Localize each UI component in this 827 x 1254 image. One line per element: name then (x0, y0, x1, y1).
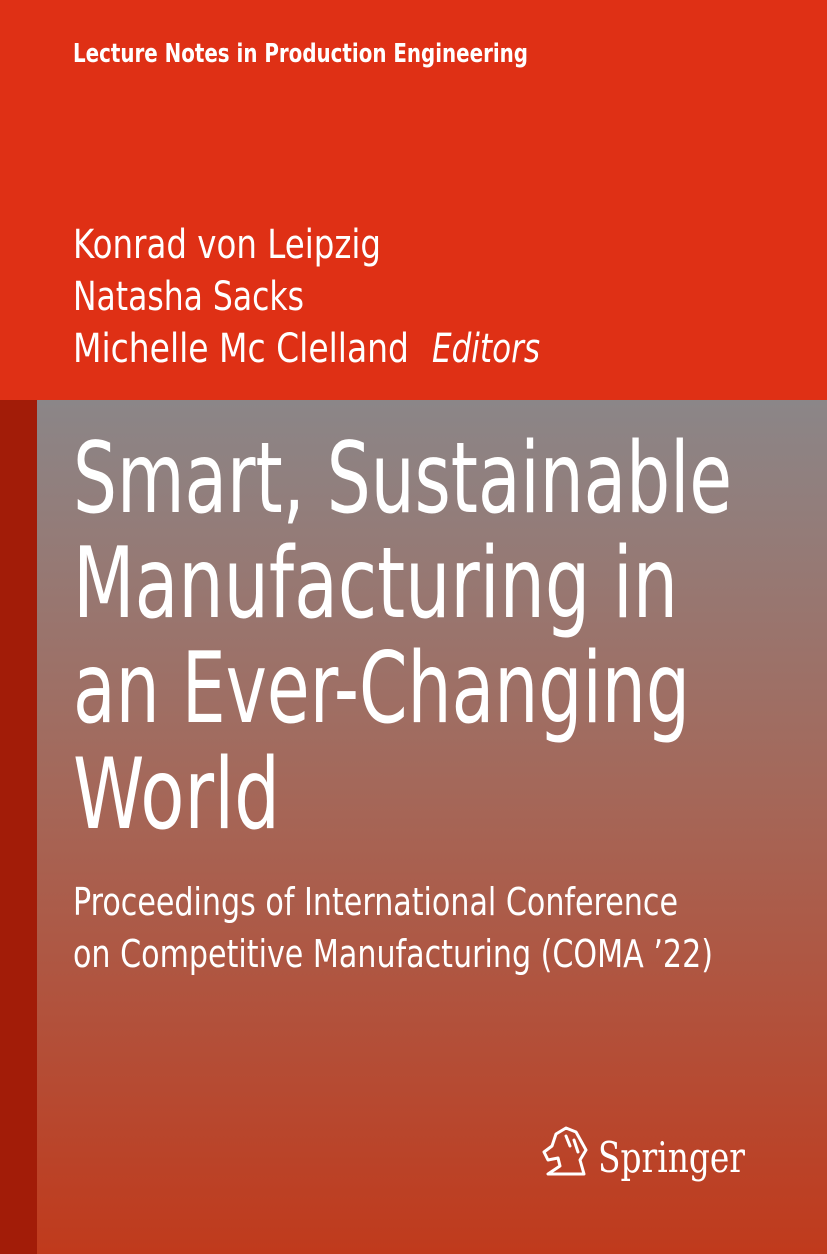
horse-mane (564, 1134, 580, 1154)
main-panel (0, 400, 827, 1254)
title-line: World (73, 738, 280, 852)
top-band (0, 0, 827, 400)
series-name: Lecture Notes in Production Engineering (73, 39, 528, 69)
spine-strip (0, 400, 37, 1254)
publisher-name: Springer (598, 1133, 746, 1182)
subtitle-line: on Competitive Manufacturing (COMA ’22) (73, 932, 713, 976)
title-line: an Ever-Changing (73, 632, 690, 746)
subtitle-line: Proceedings of International Conference (73, 880, 678, 924)
editors-label: Editors (432, 326, 540, 372)
editor: Natasha Sacks (73, 274, 304, 320)
editor: Konrad von Leipzig (73, 222, 381, 268)
editor: Michelle Mc Clelland (73, 326, 409, 372)
publisher-logo (542, 1126, 588, 1176)
horse-icon (542, 1126, 588, 1176)
title-line: Smart, Sustainable (73, 422, 732, 536)
title-line: Manufacturing in (73, 527, 678, 641)
